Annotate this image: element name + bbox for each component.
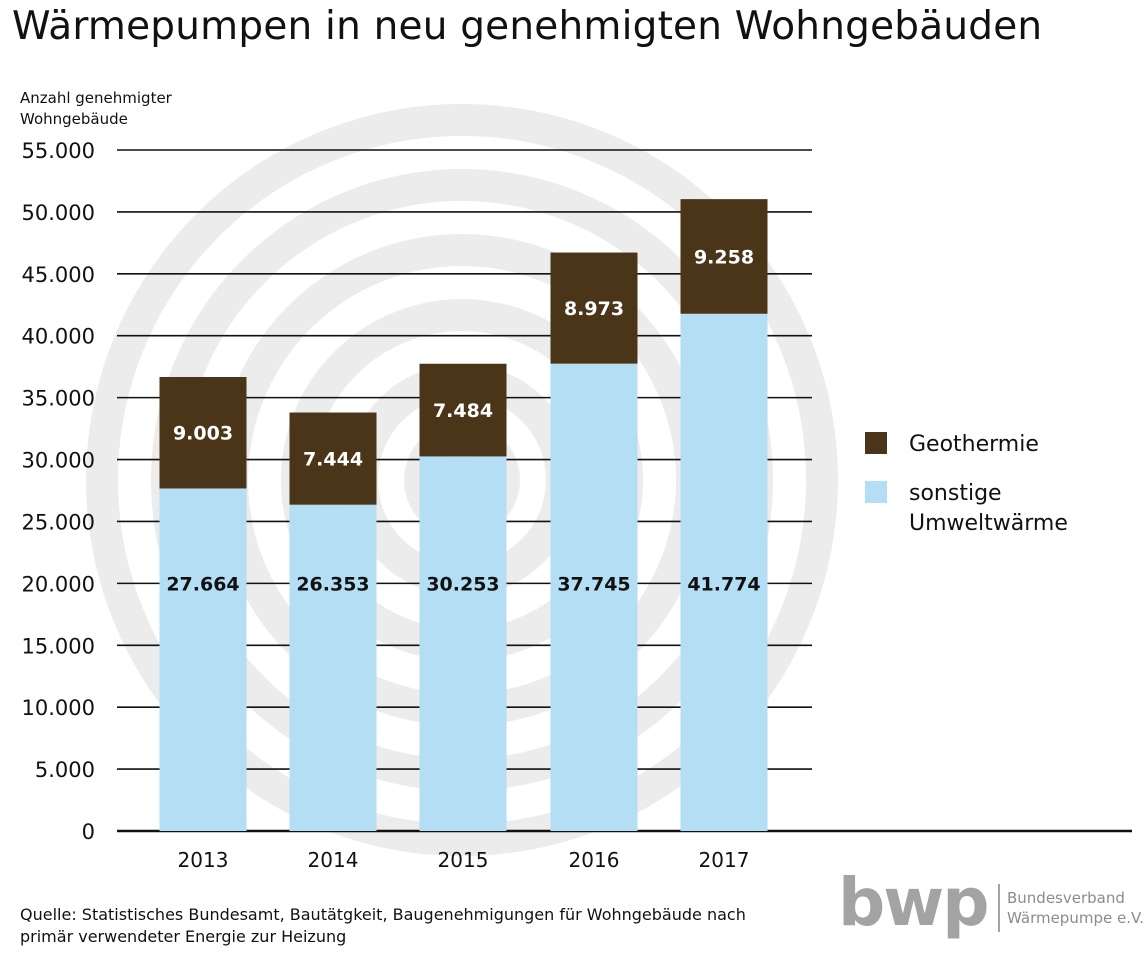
legend-swatch [865,432,887,454]
brand-name-line2: Wärmepumpe e.V. [1007,909,1144,927]
y-tick-label: 45.000 [22,263,95,287]
bar-sonstige-2015 [419,456,507,831]
y-axis-label: Anzahl genehmigter Wohngebäude [20,89,172,128]
bar-geothermie-2014 [289,412,377,505]
x-tick-label: 2015 [438,848,489,872]
data-label: 26.353 [296,573,369,595]
bar-sonstige-2016 [550,363,638,831]
legend-swatch [865,481,887,503]
legend-label: Umweltwärme [909,511,1068,536]
bar-geothermie-2013 [159,376,247,489]
data-label: 30.253 [426,573,499,595]
bar-geothermie-2017 [680,199,768,314]
bar-geothermie-2016 [550,252,638,364]
y-tick-label: 20.000 [22,572,95,596]
watermark-ring [86,104,838,856]
y-tick-label: 25.000 [22,510,95,534]
data-label: 9.258 [694,246,754,268]
data-label: 37.745 [557,573,630,595]
y-tick-labels: 0 5.000 10.000 15.000 20.000 25.000 30.000 35.0… [22,139,95,844]
brand-name-line1: Bundesverband [1007,889,1125,907]
y-tick-label: 55.000 [22,139,95,163]
y-tick-label: 40.000 [22,325,95,349]
y-tick-label: 35.000 [22,387,95,411]
data-label: 7.444 [303,449,363,471]
y-tick-label: 50.000 [22,201,95,225]
y-tick-label: 30.000 [22,449,95,473]
bar-sonstige-2013 [159,488,247,831]
bar-sonstige-2014 [289,504,377,831]
x-tick-label: 2017 [699,848,750,872]
chart-title: Wärmepumpen in neu genehmigten Wohngebäu… [12,4,1043,49]
x-tick-label: 2013 [178,848,229,872]
y-tick-label: 10.000 [22,696,95,720]
logo-divider [998,884,1000,932]
bar-sonstige-2017 [680,313,768,831]
bars: 27.664 9.003 26.353 7.444 30.253 7.484 37.745 8… [159,199,768,831]
legend-label: sonstige [909,481,1002,506]
brand-name: Bundesverband Wärmepumpe e.V. [1007,888,1144,928]
y-tick-label: 5.000 [35,758,95,782]
data-label: 7.484 [433,400,493,422]
data-label: 41.774 [687,573,760,595]
legend: Geothermie sonstige Umweltwärme [865,432,1068,536]
logo-wordmark: bwp [838,864,989,941]
x-tick-label: 2016 [569,848,620,872]
data-label: 8.973 [564,298,624,320]
brand-logo: bwp Bundesverband Wärmepumpe e.V. [836,868,1144,944]
x-tick-labels: 2013 2014 2015 2016 2017 [178,848,750,872]
bar-geothermie-2015 [419,363,507,457]
y-tick-label: 15.000 [22,634,95,658]
x-tick-label: 2014 [308,848,359,872]
source-note: Quelle: Statistisches Bundesamt, Bautätg… [20,905,746,946]
y-tick-label: 0 [82,820,95,844]
data-label: 27.664 [166,573,239,595]
data-label: 9.003 [173,423,233,445]
legend-label: Geothermie [909,432,1039,457]
